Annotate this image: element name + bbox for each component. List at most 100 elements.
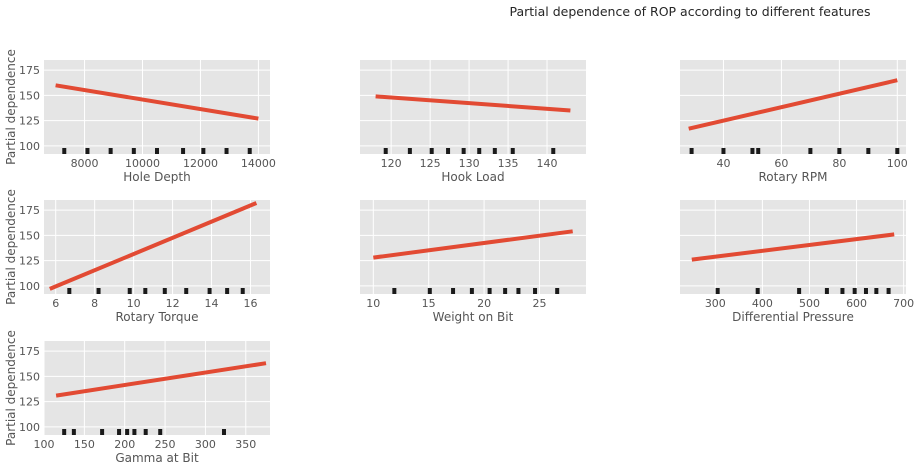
decile-mark (407, 148, 412, 154)
decile-mark (756, 148, 761, 154)
decile-mark (886, 288, 891, 294)
decile-mark (108, 148, 113, 154)
x-tick-label: 8 (91, 297, 98, 310)
y-tick-label: 100 (19, 421, 40, 434)
y-tick-label: 150 (19, 370, 40, 383)
decile-mark (469, 288, 474, 294)
partial-dependence-line (55, 83, 259, 121)
decile-mark (207, 288, 212, 294)
decile-mark (383, 148, 388, 154)
x-tick-label: 10 (366, 297, 380, 310)
subplot-3: 40 60 80 100 Rotary RPM (680, 60, 908, 184)
decile-mark (221, 429, 226, 435)
decile-mark (184, 288, 189, 294)
decile-mark (125, 429, 130, 435)
x-tick-label: 300 (705, 297, 726, 310)
decile-mark (840, 288, 845, 294)
x-tick-label: 20 (477, 297, 491, 310)
decile-mark (852, 288, 857, 294)
x-tick-label: 350 (235, 438, 256, 451)
x-tick-label: 10 (127, 297, 141, 310)
y-tick-label: 100 (19, 280, 40, 293)
x-axis-label: Weight on Bit (433, 310, 514, 324)
decile-mark (451, 288, 456, 294)
decile-mark (132, 429, 137, 435)
decile-mark (240, 288, 245, 294)
y-tick-label: 150 (19, 229, 40, 242)
y-tick-label: 100 (19, 140, 40, 153)
decile-mark (247, 148, 252, 154)
x-tick-label: 60 (774, 157, 788, 170)
x-tick-label: 6 (52, 297, 59, 310)
x-tick-label: 300 (195, 438, 216, 451)
x-tick-label: 200 (114, 438, 135, 451)
partial-dependence-line (688, 78, 898, 131)
x-tick-label: 130 (459, 157, 480, 170)
x-tick-label: 10000 (125, 157, 160, 170)
decile-mark (71, 429, 76, 435)
partial-dependence-line (49, 201, 258, 291)
x-tick-label: 16 (244, 297, 258, 310)
decile-mark (721, 148, 726, 154)
y-axis-label: Partial dependence (4, 189, 18, 305)
x-tick-label: 250 (155, 438, 176, 451)
decile-mark (715, 288, 720, 294)
y-tick-label: 125 (19, 255, 40, 268)
y-tick-label: 150 (19, 89, 40, 102)
x-axis-label: Hook Load (441, 170, 504, 184)
decile-mark (181, 148, 186, 154)
y-tick-label: 125 (19, 396, 40, 409)
x-axis-label: Differential Pressure (732, 310, 854, 324)
x-tick-label: 120 (381, 157, 402, 170)
x-tick-label: 500 (799, 297, 820, 310)
subplot-1: 8000 10000 12000 14000 100 125 150 175 Hole Dept… (4, 49, 276, 184)
decile-mark (62, 429, 67, 435)
decile-mark (127, 288, 132, 294)
decile-mark (225, 288, 230, 294)
decile-mark (551, 148, 556, 154)
y-axis-label: Partial dependence (4, 330, 18, 446)
decile-mark (131, 148, 136, 154)
decile-mark (837, 148, 842, 154)
partial-dependence-line (373, 229, 573, 260)
x-axis-label: Rotary Torque (115, 310, 198, 324)
decile-mark (755, 288, 760, 294)
decile-mark (487, 288, 492, 294)
y-tick-label: 175 (19, 345, 40, 358)
x-tick-label: 40 (716, 157, 730, 170)
x-tick-label: 25 (532, 297, 546, 310)
decile-mark (797, 288, 802, 294)
decile-mark (143, 429, 148, 435)
decile-mark (503, 288, 508, 294)
y-tick-label: 125 (19, 115, 40, 128)
decile-mark (895, 148, 900, 154)
x-tick-label: 125 (420, 157, 441, 170)
plot-area (360, 60, 586, 154)
x-tick-label: 140 (537, 157, 558, 170)
decile-mark (863, 288, 868, 294)
decile-mark (100, 429, 105, 435)
decile-mark (510, 148, 515, 154)
decile-mark (824, 288, 829, 294)
x-tick-label: 135 (498, 157, 519, 170)
x-tick-label: 14 (205, 297, 219, 310)
subplot-6: 300 400 500 600 700 Differential Pressure (680, 200, 914, 324)
decile-mark (516, 288, 521, 294)
decile-mark (67, 288, 72, 294)
decile-mark (158, 429, 163, 435)
decile-mark (392, 288, 397, 294)
x-tick-label: 80 (832, 157, 846, 170)
x-axis-label: Rotary RPM (759, 170, 828, 184)
subplot-2: 120 125 130 135 140 Hook Load (360, 60, 586, 184)
decile-mark (224, 148, 229, 154)
plot-area (44, 341, 270, 435)
x-tick-label: 100 (887, 157, 908, 170)
decile-mark (461, 148, 466, 154)
plot-area (44, 200, 270, 294)
decile-mark (750, 148, 755, 154)
plot-area (360, 200, 586, 294)
decile-mark (85, 148, 90, 154)
x-tick-label: 150 (74, 438, 95, 451)
decile-mark (96, 288, 101, 294)
